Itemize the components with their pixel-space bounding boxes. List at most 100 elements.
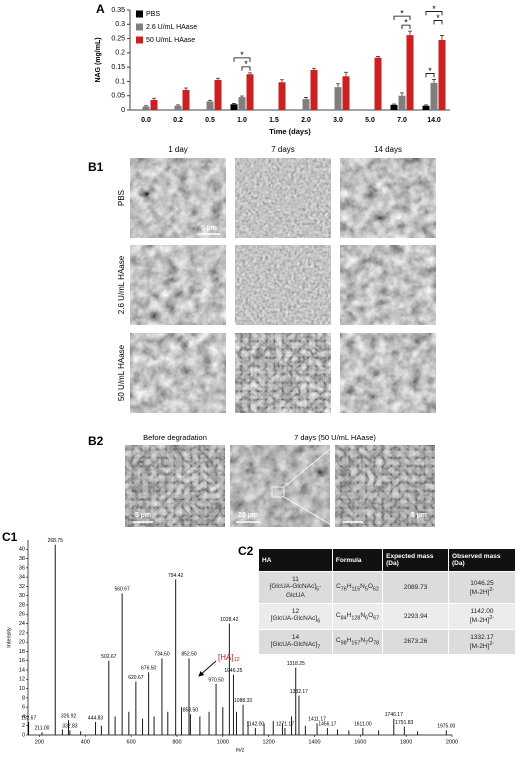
- sem-texture: [130, 245, 226, 325]
- bar: [390, 104, 398, 110]
- y-tick-label: 34: [19, 575, 25, 581]
- adduct-charge: 2-: [489, 615, 495, 622]
- panel-label: C1: [2, 530, 18, 544]
- y-tick-label: 28: [19, 602, 25, 608]
- y-tick-label: 0.35: [111, 7, 125, 14]
- x-tick-label: 0.5: [205, 117, 215, 124]
- y-tick-label: 0.3: [115, 21, 125, 28]
- y-tick-label: 0: [22, 732, 25, 738]
- y-tick-label: 2: [22, 723, 25, 729]
- error-bar: [424, 104, 428, 106]
- peak-label: 1142.00: [247, 721, 265, 727]
- bar: [334, 87, 342, 110]
- caption: Before degradation: [143, 433, 207, 442]
- x-tick-label: 2.0: [301, 117, 311, 124]
- peak-label: 1088.33: [234, 698, 252, 704]
- peak-label: 734.50: [154, 652, 170, 658]
- sem-texture: [235, 333, 331, 413]
- y-tick-label: 38: [19, 556, 25, 562]
- scale-bar-label: 5 µm: [411, 512, 427, 519]
- y-tick-label: 6: [22, 705, 25, 711]
- x-tick-label: 1600: [354, 739, 366, 745]
- peak-label: 1028.42: [220, 617, 238, 623]
- peak-label: 794.42: [168, 573, 184, 579]
- x-tick-label: 1200: [263, 739, 275, 745]
- peak-label: 852.50: [181, 652, 197, 658]
- x-tick-label: 1800: [400, 739, 412, 745]
- zoom-box: [271, 486, 285, 498]
- annotation: [HA]12: [218, 653, 240, 663]
- error-bar: [336, 83, 340, 88]
- bar: [374, 57, 382, 110]
- expected-cell: 2089.73: [382, 570, 450, 605]
- x-tick-label: 600: [127, 739, 136, 745]
- adduct-charge: 2-: [489, 640, 495, 647]
- y-tick-label: 14: [19, 667, 25, 673]
- bar: [278, 82, 286, 110]
- ha-number: 11: [292, 576, 299, 583]
- error-bar: [432, 79, 436, 83]
- ha-cell: 12 [GlcUA-GlcNAc]6: [258, 603, 333, 630]
- bar: [342, 76, 350, 110]
- significance-label: *: [404, 18, 408, 28]
- y-tick-label: 24: [19, 621, 25, 627]
- formula-cell: C84H128N6O67: [331, 603, 384, 630]
- header-row: HA Formula Expected mass (Da) Observed mass…: [258, 548, 516, 572]
- significance-label: *: [244, 59, 248, 69]
- formula-part: N: [360, 611, 366, 619]
- observed-mass: 1046.25: [470, 579, 494, 587]
- peak-label: 326.92: [61, 713, 77, 719]
- header-cell: HA: [258, 548, 333, 572]
- peak-label: 268.75: [48, 538, 64, 544]
- y-tick-label: 0.15: [111, 64, 125, 71]
- expected-cell: 2293.94: [382, 603, 450, 630]
- bar: [302, 99, 310, 110]
- y-tick-label: 0.2: [115, 50, 125, 57]
- data-table: HA Formula Expected mass (Da) Observed mass…: [258, 548, 516, 655]
- formula-part: O: [368, 611, 374, 619]
- peak-label: 1271.17: [276, 721, 294, 727]
- x-tick-label: 1.0: [237, 117, 247, 124]
- sem-texture: [130, 158, 226, 238]
- error-bar: [248, 72, 252, 75]
- formula-part: 67: [373, 615, 380, 622]
- peak-label: 676.50: [141, 666, 157, 672]
- peak-label: 332.83: [62, 724, 78, 730]
- table-row: 12 [GlcUA-GlcNAc]6 C84H128N6O67 2293.94 1142…: [258, 603, 516, 630]
- x-tick-label: 0.2: [173, 117, 183, 124]
- observed-cell: 1046.25 [M-2H]2-: [448, 570, 516, 605]
- observed-cell: 1332.17 [M-2H]2-: [448, 628, 516, 655]
- y-tick-label: 26: [19, 612, 25, 618]
- bar: [214, 80, 222, 110]
- sem-texture: [130, 333, 226, 413]
- ha-name-part: [GlcUA-GlcNAc]: [269, 583, 317, 590]
- formula-part: H: [346, 611, 352, 619]
- bar: [246, 74, 254, 110]
- legend-label: 2.6 U/mL HAase: [146, 24, 197, 31]
- formula-part: 84: [340, 615, 347, 622]
- peak-label: 1611.00: [354, 721, 372, 727]
- sem-texture: [340, 245, 436, 325]
- formula-part: O: [368, 637, 374, 645]
- y-tick-label: 0.25: [111, 35, 125, 42]
- formula-part: 157: [351, 640, 361, 647]
- scale-bar-label: 20 µm: [238, 512, 258, 519]
- ha-cell: 11 [GlcUA-GlcNAc]5-GlcUA: [258, 570, 333, 605]
- y-tick-label: 0.05: [111, 93, 125, 100]
- significance-label: *: [428, 66, 432, 76]
- row-label: 50 U/mL HAase: [117, 344, 126, 401]
- significance-bracket: [241, 66, 251, 71]
- y-tick-label: 20: [19, 640, 25, 646]
- formula-part: 6: [365, 615, 369, 622]
- error-bar: [240, 95, 244, 98]
- expected-cell: 2673.26: [382, 628, 450, 655]
- ha-name-part: [GlcUA-GlcNAc]: [270, 640, 318, 648]
- table-row: 11 [GlcUA-GlcNAc]5-GlcUA C76H115N5O62 2089.…: [258, 570, 516, 605]
- x-tick-label: 0.0: [141, 117, 151, 124]
- error-bar: [152, 97, 156, 100]
- y-axis-label: Intensity: [6, 627, 12, 648]
- peak-label: 858.50: [183, 707, 199, 713]
- significance-bracket: [433, 20, 443, 25]
